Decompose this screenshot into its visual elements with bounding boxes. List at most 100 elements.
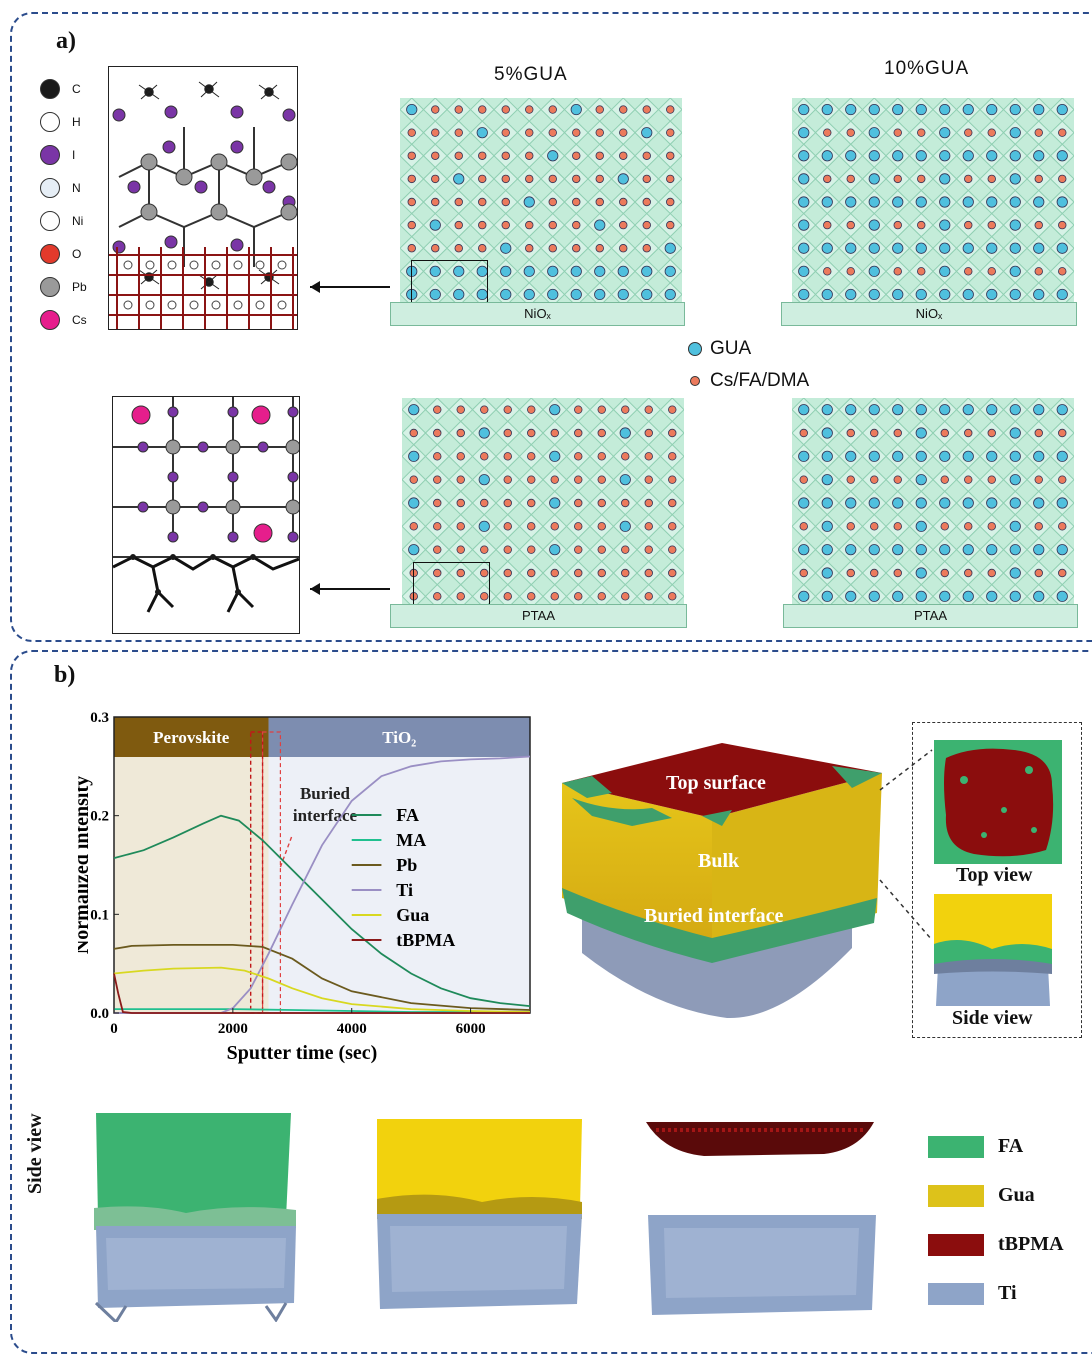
csfadma-cation	[987, 522, 996, 531]
substrate-ptaa-10gua: PTAA	[783, 604, 1078, 628]
csfadma-cation	[987, 568, 996, 578]
csfadma-cation	[454, 128, 463, 137]
y-tick-label: 0.2	[90, 809, 109, 825]
gua-cation	[915, 590, 927, 602]
csfadma-cation	[503, 545, 512, 554]
gua-cation	[798, 127, 810, 139]
gua-cation	[1033, 404, 1045, 416]
csfadma-cation	[619, 220, 628, 230]
atom-label: Pb	[72, 279, 87, 294]
csfadma-cation	[407, 151, 416, 160]
csfadma-cation	[644, 522, 653, 531]
csfadma-cation	[870, 475, 879, 484]
gua-cation	[476, 127, 488, 139]
gua-cation	[1009, 265, 1021, 277]
species-legend-item: FA	[928, 1122, 1064, 1171]
column-header-10gua: 10%GUA	[884, 58, 970, 79]
csfadma-cation	[574, 498, 583, 508]
csfadma-cation	[846, 174, 855, 184]
gua-cation	[986, 103, 998, 116]
gua-cation	[868, 590, 880, 602]
gua-cation	[641, 265, 653, 277]
gua-cation	[845, 497, 857, 509]
gua-cation	[962, 404, 974, 416]
csfadma-cation	[433, 475, 442, 484]
csfadma-cation	[1058, 428, 1067, 438]
csfadma-cation	[503, 522, 512, 531]
csfadma-cation	[503, 592, 512, 601]
csfadma-cation	[456, 592, 465, 601]
csfadma-cation	[846, 568, 855, 578]
csfadma-cation	[642, 197, 651, 207]
gua-cation	[1056, 103, 1068, 116]
csfadma-cation	[666, 105, 675, 114]
csfadma-cation	[987, 128, 996, 137]
gua-cation	[868, 196, 880, 208]
csfadma-cation	[501, 174, 510, 184]
side-view-image	[934, 894, 1052, 1006]
gua-cation	[429, 265, 441, 277]
csfadma-cation	[668, 568, 677, 578]
tof-sims-depth-profile-chart: Perovskite TiO₂ Buried interface 0 2000 4000 60…	[78, 710, 531, 1064]
atom-legend-item: Ni	[40, 204, 110, 237]
gua-cation	[1033, 497, 1045, 509]
csfadma-cation	[525, 174, 534, 184]
gua-cation	[868, 288, 880, 301]
csfadma-cation	[1034, 174, 1043, 184]
csfadma-cation	[621, 568, 630, 578]
csfadma-cation	[940, 522, 949, 531]
x-tick-label: 0	[110, 1021, 118, 1037]
csfadma-cation	[619, 105, 628, 114]
gua-cation	[868, 219, 880, 231]
x-axis-label: Sputter time (sec)	[227, 1042, 378, 1064]
csfadma-cation	[595, 128, 604, 137]
csfadma-cation	[893, 428, 902, 438]
csfadma-cation	[846, 475, 855, 484]
gua-cation	[892, 497, 904, 509]
csfadma-cation	[964, 428, 973, 438]
csfadma-cation	[456, 428, 465, 438]
species-label: FA	[998, 1135, 1024, 1157]
annotation-label: Buried interface	[293, 784, 358, 825]
atom-legend-item: H	[40, 105, 110, 138]
gua-cation	[570, 265, 582, 277]
gua-cation	[939, 173, 951, 185]
gua-cation	[915, 242, 927, 254]
gua-cation	[478, 474, 490, 486]
csfadma-cation	[846, 428, 855, 438]
csfadma-cation	[480, 545, 489, 554]
csfadma-cation	[480, 405, 489, 414]
gua-cation	[1009, 474, 1021, 486]
gua-cation	[868, 242, 880, 254]
gua-cation	[549, 404, 561, 416]
gua-cation	[892, 242, 904, 254]
legend-label: Pb	[396, 855, 417, 875]
gua-cation	[892, 590, 904, 602]
csfadma-cation	[621, 498, 630, 508]
csfadma-cation	[642, 244, 651, 253]
gua-cation	[915, 450, 927, 462]
series-line-ti	[114, 755, 531, 1014]
gua-cation	[939, 404, 951, 416]
csfadma-cation	[668, 452, 677, 461]
csfadma-cation	[503, 452, 512, 461]
csfadma-cation	[595, 151, 604, 160]
csfadma-cation	[431, 151, 440, 160]
gua-cation	[619, 520, 631, 532]
csfadma-cation	[987, 174, 996, 184]
species-legend: FA Gua tBPMA Ti	[928, 1122, 1064, 1318]
csfadma-cation	[574, 592, 583, 601]
csfadma-cation	[823, 174, 832, 184]
csfadma-cation	[480, 498, 489, 508]
csfadma-cation	[456, 545, 465, 554]
csfadma-cation	[407, 197, 416, 207]
gua-cation	[478, 427, 490, 439]
gua-cation	[845, 150, 857, 162]
gua-cation	[798, 196, 810, 208]
csfadma-cation	[642, 220, 651, 230]
gua-cation	[798, 544, 810, 556]
gua-cation	[986, 242, 998, 254]
gua-cation	[962, 242, 974, 254]
gua-cation	[1033, 103, 1045, 116]
annotation-line: Buried	[300, 784, 351, 803]
